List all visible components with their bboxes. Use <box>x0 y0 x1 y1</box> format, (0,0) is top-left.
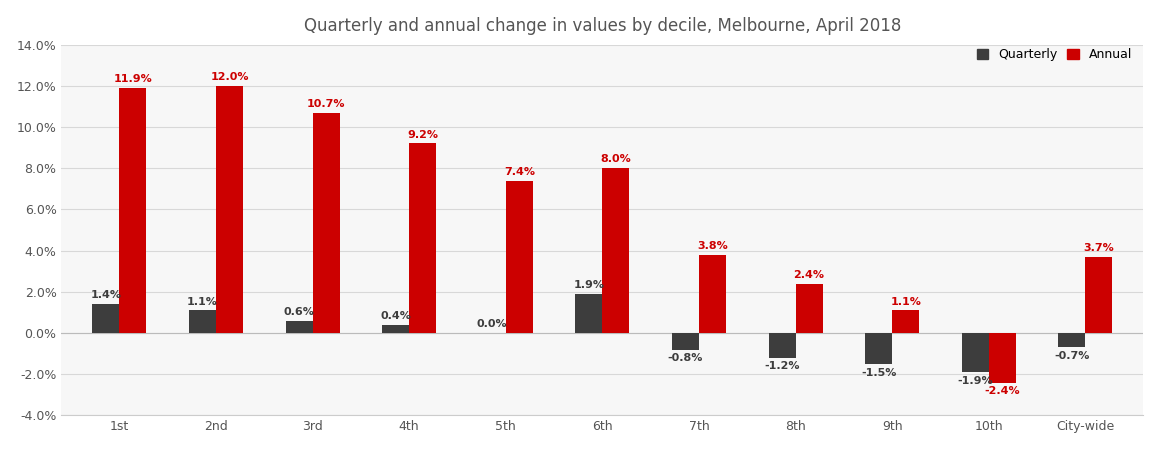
Text: 10.7%: 10.7% <box>307 99 346 109</box>
Legend: Quarterly, Annual: Quarterly, Annual <box>972 43 1137 67</box>
Text: -2.4%: -2.4% <box>985 386 1020 396</box>
Bar <box>1086 257 1112 333</box>
Bar <box>699 255 726 333</box>
Bar <box>892 310 919 333</box>
Text: 0.6%: 0.6% <box>283 307 314 317</box>
Bar <box>1058 333 1086 347</box>
Bar <box>988 333 1016 382</box>
Text: 12.0%: 12.0% <box>210 72 248 82</box>
Text: 3.8%: 3.8% <box>697 241 727 251</box>
Text: 8.0%: 8.0% <box>601 154 631 165</box>
Bar <box>672 333 699 350</box>
Bar <box>409 144 436 333</box>
Bar <box>382 325 409 333</box>
Bar <box>189 310 216 333</box>
Text: 1.1%: 1.1% <box>890 297 921 306</box>
Text: 1.4%: 1.4% <box>90 291 122 301</box>
Text: -0.7%: -0.7% <box>1054 351 1089 361</box>
Bar <box>506 180 532 333</box>
Text: 1.1%: 1.1% <box>187 297 218 306</box>
Text: 7.4%: 7.4% <box>503 167 535 177</box>
Bar <box>602 168 630 333</box>
Text: 2.4%: 2.4% <box>793 270 825 280</box>
Bar <box>962 333 988 372</box>
Text: 1.9%: 1.9% <box>573 280 604 290</box>
Bar <box>796 284 822 333</box>
Text: 0.0%: 0.0% <box>477 320 508 329</box>
Bar <box>769 333 796 358</box>
Text: -1.5%: -1.5% <box>861 368 897 378</box>
Title: Quarterly and annual change in values by decile, Melbourne, April 2018: Quarterly and annual change in values by… <box>304 17 901 35</box>
Text: -0.8%: -0.8% <box>668 353 703 363</box>
Text: 3.7%: 3.7% <box>1083 243 1115 253</box>
Text: -1.9%: -1.9% <box>957 376 993 386</box>
Text: 11.9%: 11.9% <box>114 74 152 84</box>
Bar <box>312 112 340 333</box>
Text: 0.4%: 0.4% <box>380 311 411 321</box>
Text: 9.2%: 9.2% <box>407 130 438 140</box>
Bar <box>865 333 892 364</box>
Text: -1.2%: -1.2% <box>764 361 799 372</box>
Bar <box>216 86 242 333</box>
Bar <box>119 88 146 333</box>
Bar <box>93 304 119 333</box>
Bar <box>285 321 312 333</box>
Bar <box>575 294 602 333</box>
